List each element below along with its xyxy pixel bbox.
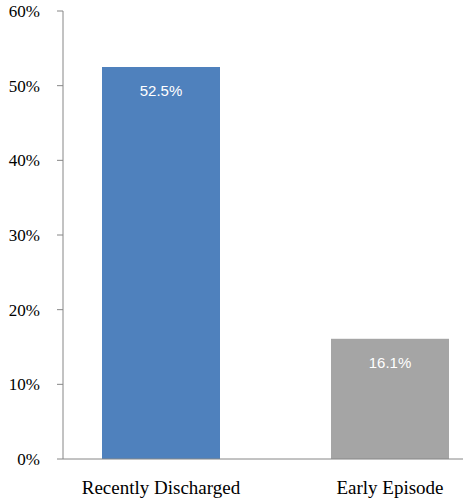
y-tick-label: 40%	[9, 151, 40, 170]
y-tick	[57, 384, 63, 385]
y-tick	[57, 85, 63, 86]
data-label: 52.5%	[140, 82, 183, 99]
y-tick	[57, 309, 63, 310]
y-tick	[57, 235, 63, 236]
data-label: 16.1%	[369, 354, 412, 371]
y-tick-label: 50%	[9, 77, 40, 96]
y-tick	[57, 459, 63, 460]
bar	[331, 339, 449, 459]
y-tick	[57, 160, 63, 161]
x-tick-label: Recently Discharged	[82, 477, 241, 498]
chart-svg: 0% 10% 20% 30% 40% 50% 60% Recently Discharged E…	[0, 0, 464, 500]
y-tick-label: 60%	[9, 2, 40, 21]
chart-container: 0% 10% 20% 30% 40% 50% 60% Recently Discharged E…	[0, 0, 464, 500]
y-tick-label: 30%	[9, 226, 40, 245]
bars	[102, 67, 449, 459]
y-tick-label: 10%	[9, 375, 40, 394]
x-axis-line	[63, 459, 463, 460]
y-tick-label: 20%	[9, 301, 40, 320]
y-tick	[57, 11, 63, 12]
y-tick-label: 0%	[17, 450, 40, 469]
x-tick-label: Early Episode	[336, 477, 443, 498]
bar	[102, 67, 220, 459]
